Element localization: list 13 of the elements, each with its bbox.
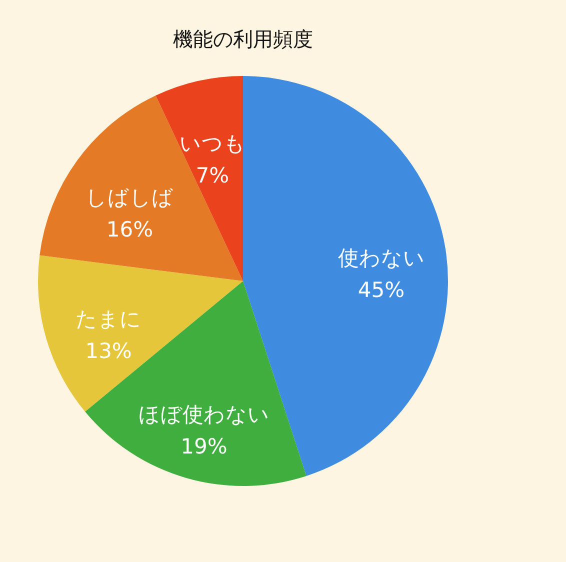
slice-label: たまに	[76, 307, 142, 332]
data-label: 45%	[358, 278, 405, 302]
slice-label: しばしば	[86, 186, 174, 210]
slice-label: いつも	[179, 131, 246, 156]
pie-slice	[243, 76, 448, 476]
slice-label: ほぼ使わない	[138, 402, 270, 426]
data-label: 13%	[85, 339, 132, 364]
pie-slice	[40, 96, 243, 281]
data-label: 7%	[196, 163, 230, 188]
data-label: 19%	[180, 434, 228, 458]
slice-label: 使わない	[338, 246, 425, 270]
chart-title: 機能の利用頻度	[173, 27, 313, 51]
data-label: 16%	[106, 218, 154, 242]
